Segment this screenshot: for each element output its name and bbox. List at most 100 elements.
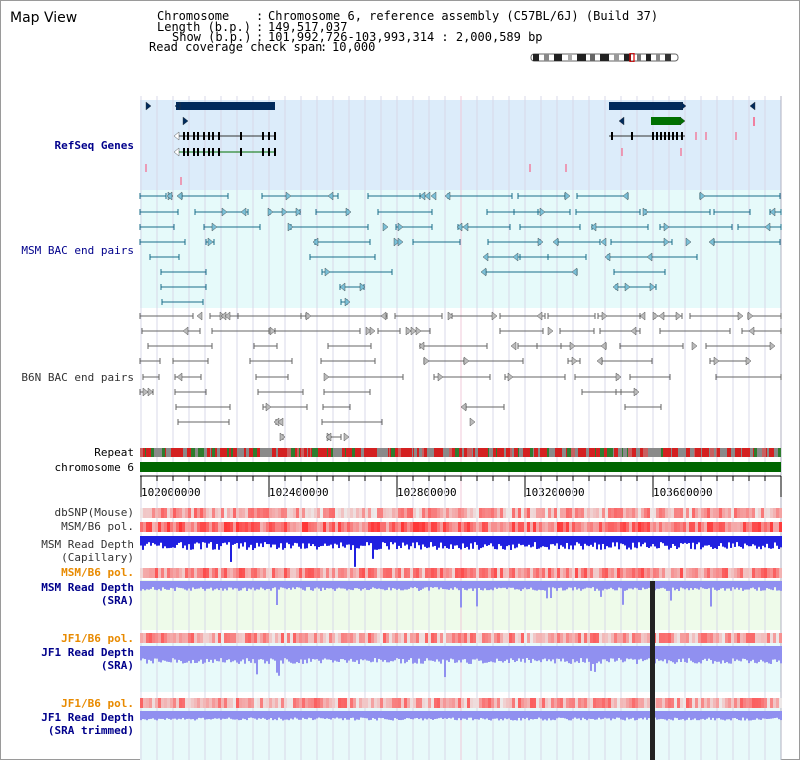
polymorphism-cell — [392, 522, 395, 532]
jf1-sra-depth-bar — [588, 646, 590, 662]
polymorphism-cell — [683, 568, 686, 578]
track-label-jf1-depth-trimmed[interactable]: JF1 Read Depth — [41, 711, 134, 724]
jf1-sra-depth-bar — [516, 646, 518, 661]
jf1-sra-depth-bar — [502, 646, 504, 663]
msm-capillary-depth-bar — [640, 536, 642, 547]
polymorphism-cell — [563, 568, 566, 578]
b6n-bac-pair-marker — [469, 417, 476, 427]
track-label-msm-bac[interactable]: MSM BAC end pairs — [21, 244, 134, 257]
polymorphism-cell — [539, 568, 542, 578]
jf1-sra-depth-bar — [256, 646, 258, 675]
msm-capillary-depth-bar — [400, 536, 402, 549]
polymorphism-cell — [383, 698, 386, 708]
msm-sra-depth-bar — [698, 581, 700, 590]
polymorphism-cell — [158, 633, 161, 643]
track-label-jf1-b6-pol-2[interactable]: JF1/B6 pol. — [61, 697, 134, 710]
msm-capillary-depth-bar — [328, 536, 330, 546]
polymorphism-cell — [188, 522, 191, 532]
chromosome-ideogram[interactable] — [530, 53, 680, 62]
polymorphism-cell — [365, 633, 368, 643]
track-label-msm-b6-pol[interactable]: MSM/B6 pol. — [61, 520, 134, 533]
track-label-jf1-b6-pol[interactable]: JF1/B6 pol. — [61, 632, 134, 645]
track-label-msm-depth-capillary[interactable]: MSM Read Depth — [41, 538, 134, 551]
jf1-sra-depth-bar — [234, 646, 236, 661]
repeat-element — [310, 448, 311, 457]
msm-capillary-depth-bar — [570, 536, 572, 546]
polymorphism-cell — [164, 568, 167, 578]
polymorphism-cell — [422, 568, 425, 578]
repeat-element — [695, 448, 696, 457]
msm-capillary-depth-bar — [500, 536, 502, 546]
msm-capillary-depth-bar — [302, 536, 304, 544]
polymorphism-cell — [272, 698, 275, 708]
repeat-element — [398, 448, 401, 457]
polymorphism-cell — [605, 568, 608, 578]
jf1-trimmed-depth-bar — [268, 711, 270, 720]
jf1-trimmed-depth-bar — [164, 711, 166, 720]
track-label-jf1-depth-sra[interactable]: JF1 Read Depth — [41, 646, 134, 659]
jf1-sra-depth-bar — [578, 646, 580, 663]
polymorphism-cell — [719, 508, 722, 518]
msm-sra-depth-bar — [552, 581, 554, 588]
msm-bac-pair-marker — [456, 222, 463, 232]
repeat-element — [297, 448, 299, 457]
polymorphism-cell — [215, 698, 218, 708]
track-label-msm-b6-pol-2[interactable]: MSM/B6 pol. — [61, 566, 134, 579]
msm-capillary-depth-bar — [444, 536, 446, 547]
repeat-element — [452, 448, 455, 457]
jf1-sra-depth-bar — [214, 646, 216, 660]
polymorphism-cell — [362, 522, 365, 532]
msm-sra-depth-bar — [604, 581, 606, 589]
jf1-sra-depth-bar — [384, 646, 386, 661]
polymorphism-cell — [593, 508, 596, 518]
polymorphism-cell — [590, 568, 593, 578]
polymorphism-cell — [485, 568, 488, 578]
jf1-trimmed-depth-bar — [524, 711, 526, 720]
polymorphism-cell — [587, 698, 590, 708]
repeat-element — [618, 448, 622, 457]
polymorphism-cell — [503, 568, 506, 578]
track-label-repeat[interactable]: Repeat — [94, 446, 134, 459]
repeat-element — [778, 448, 781, 457]
jf1-trimmed-depth-bar — [534, 711, 536, 719]
msm-capillary-depth-bar — [424, 536, 426, 547]
msm-sra-depth-bar — [408, 581, 410, 589]
repeat-element — [413, 448, 414, 457]
polymorphism-cell — [440, 698, 443, 708]
msm-sra-depth-bar — [668, 581, 670, 591]
msm-sra-depth-bar — [746, 581, 748, 590]
polymorphism-cell — [749, 633, 752, 643]
jf1-sra-depth-bar — [428, 646, 430, 661]
track-label-chromosome[interactable]: chromosome 6 — [54, 461, 134, 474]
msm-capillary-depth-bar — [630, 536, 632, 550]
msm-sra-depth-bar — [470, 581, 472, 589]
polymorphism-cell — [209, 698, 212, 708]
track-label-dbsnp[interactable]: dbSNP(Mouse) — [54, 506, 134, 519]
b6n-bac-pair-marker — [415, 326, 422, 336]
jf1-sra-depth-bar — [348, 646, 350, 661]
repeat-element — [696, 448, 700, 457]
exon — [274, 132, 276, 140]
msm-capillary-depth-bar — [576, 536, 578, 543]
polymorphism-cell — [242, 522, 245, 532]
msm-capillary-depth-bar — [306, 536, 308, 549]
msm-bac-pair-marker — [397, 237, 404, 247]
read-depth-tracks — [140, 536, 782, 721]
polymorphism-cell — [425, 522, 428, 532]
jf1-trimmed-depth-bar — [764, 711, 766, 719]
msm-capillary-depth-bar — [300, 536, 302, 549]
msm-sra-depth-bar — [266, 581, 268, 589]
track-label-refseq[interactable]: RefSeq Genes — [54, 139, 134, 152]
msm-bac-pair-marker — [324, 267, 331, 277]
jf1-sra-depth-bar — [434, 646, 436, 662]
jf1-trimmed-depth-bar — [530, 711, 532, 720]
polymorphism-cell — [725, 568, 728, 578]
msm-sra-depth-bar — [380, 581, 382, 590]
polymorphism-cell — [404, 522, 407, 532]
track-label-msm-depth-sra[interactable]: MSM Read Depth — [41, 581, 134, 594]
polymorphism-cell — [152, 568, 155, 578]
track-label-b6n-bac[interactable]: B6N BAC end pairs — [21, 371, 134, 384]
jf1-sra-depth-bar — [748, 646, 750, 664]
jf1-sra-depth-bar — [454, 646, 456, 663]
